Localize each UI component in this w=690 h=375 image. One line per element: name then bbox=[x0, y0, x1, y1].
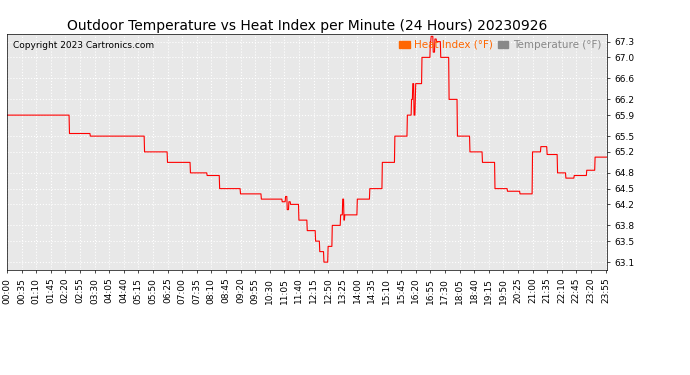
Title: Outdoor Temperature vs Heat Index per Minute (24 Hours) 20230926: Outdoor Temperature vs Heat Index per Mi… bbox=[67, 19, 547, 33]
Text: Copyright 2023 Cartronics.com: Copyright 2023 Cartronics.com bbox=[13, 41, 154, 50]
Legend: Heat Index (°F), Temperature (°F): Heat Index (°F), Temperature (°F) bbox=[395, 36, 605, 54]
